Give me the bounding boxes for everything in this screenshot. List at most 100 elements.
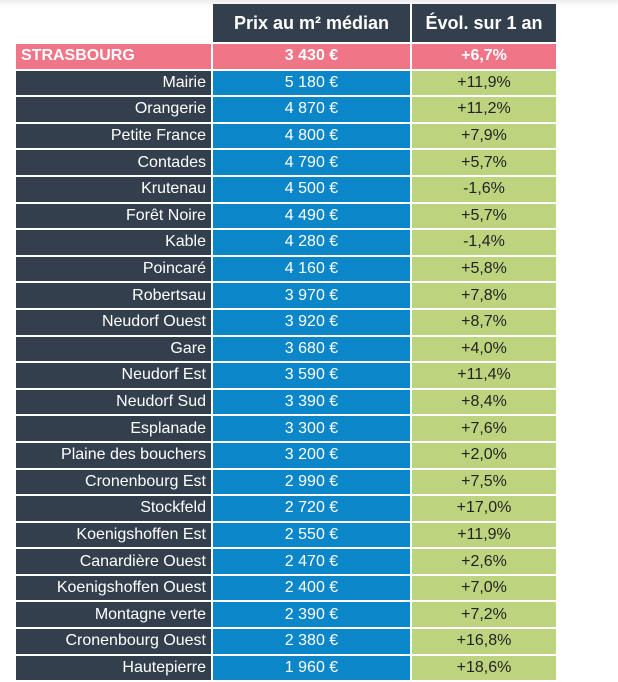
table-row: Cronenbourg Est 2 990 € +7,5% [16,469,556,495]
table-row: Hautepierre 1 960 € +18,6% [16,655,556,681]
header-row: Prix au m² médian Évol. sur 1 an [16,4,556,42]
district-price: 4 870 € [213,97,410,122]
district-evolution: +17,0% [412,496,556,521]
header-blank [16,4,211,42]
district-name: Esplanade [16,416,211,441]
district-price: 4 490 € [213,203,410,229]
district-price: 2 400 € [213,575,410,601]
district-name: Petite France [16,123,211,149]
district-price: 2 380 € [213,629,410,654]
district-evolution: +16,8% [412,629,556,654]
district-evolution: -1,6% [412,176,556,202]
table-row: Canardière Ouest 2 470 € +2,6% [16,549,556,574]
district-evolution: +11,9% [412,70,556,96]
district-evolution: +2,6% [412,549,556,574]
district-price: 2 550 € [213,522,410,548]
table-row: Mairie 5 180 € +11,9% [16,70,556,96]
district-price: 3 920 € [213,309,410,335]
district-name: Neudorf Sud [16,389,211,415]
district-evolution: -1,4% [412,230,556,255]
district-evolution: +11,4% [412,363,556,388]
district-evolution: +8,4% [412,389,556,415]
city-evolution: +6,7% [412,44,556,69]
district-evolution: +4,0% [412,336,556,362]
price-table: Prix au m² médian Évol. sur 1 an STRASBO… [14,2,558,682]
table-row: Cronenbourg Ouest 2 380 € +16,8% [16,629,556,654]
district-evolution: +18,6% [412,655,556,681]
district-evolution: +5,7% [412,150,556,175]
district-price: 2 720 € [213,496,410,521]
district-price: 2 470 € [213,549,410,574]
district-name: Koenigshoffen Est [16,522,211,548]
district-name: Neudorf Ouest [16,309,211,335]
city-row: STRASBOURG 3 430 € +6,7% [16,44,556,69]
district-evolution: +5,7% [412,203,556,229]
table-row: Robertsau 3 970 € +7,8% [16,283,556,308]
table-row: Neudorf Est 3 590 € +11,4% [16,363,556,388]
table-row: Plaine des bouchers 3 200 € +2,0% [16,442,556,468]
district-price: 3 590 € [213,363,410,388]
district-price: 5 180 € [213,70,410,96]
district-name: Montagne verte [16,602,211,628]
district-evolution: +7,6% [412,416,556,441]
district-name: Cronenbourg Ouest [16,629,211,654]
top-shade [0,0,618,6]
district-price: 2 990 € [213,469,410,495]
district-name: Poincaré [16,256,211,282]
district-price: 3 300 € [213,416,410,441]
district-name: Stockfeld [16,496,211,521]
district-price: 3 970 € [213,283,410,308]
table-row: Kable 4 280 € -1,4% [16,230,556,255]
district-price: 3 680 € [213,336,410,362]
district-name: Krutenau [16,176,211,202]
table-row: Montagne verte 2 390 € +7,2% [16,602,556,628]
district-name: Neudorf Est [16,363,211,388]
district-name: Gare [16,336,211,362]
district-name: Mairie [16,70,211,96]
district-name: Robertsau [16,283,211,308]
district-evolution: +7,8% [412,283,556,308]
table-row: Esplanade 3 300 € +7,6% [16,416,556,441]
district-price: 4 800 € [213,123,410,149]
district-name: Cronenbourg Est [16,469,211,495]
header-price: Prix au m² médian [213,4,410,42]
district-price: 4 160 € [213,256,410,282]
district-evolution: +8,7% [412,309,556,335]
table-row: Neudorf Ouest 3 920 € +8,7% [16,309,556,335]
table-row: Krutenau 4 500 € -1,6% [16,176,556,202]
table-row: Koenigshoffen Ouest 2 400 € +7,0% [16,575,556,601]
table-row: Koenigshoffen Est 2 550 € +11,9% [16,522,556,548]
district-name: Contades [16,150,211,175]
district-evolution: +7,9% [412,123,556,149]
district-name: Kable [16,230,211,255]
district-name: Plaine des bouchers [16,442,211,468]
city-price: 3 430 € [213,44,410,69]
district-name: Canardière Ouest [16,549,211,574]
city-name: STRASBOURG [16,44,211,69]
district-price: 4 500 € [213,176,410,202]
table-row: Poincaré 4 160 € +5,8% [16,256,556,282]
table-row: Contades 4 790 € +5,7% [16,150,556,175]
table-row: Gare 3 680 € +4,0% [16,336,556,362]
district-price: 3 390 € [213,389,410,415]
table-row: Neudorf Sud 3 390 € +8,4% [16,389,556,415]
district-evolution: +2,0% [412,442,556,468]
table-row: Orangerie 4 870 € +11,2% [16,97,556,122]
district-evolution: +7,0% [412,575,556,601]
district-name: Forêt Noire [16,203,211,229]
district-name: Orangerie [16,97,211,122]
district-price: 2 390 € [213,602,410,628]
district-price: 1 960 € [213,655,410,681]
district-evolution: +11,2% [412,97,556,122]
header-evolution: Évol. sur 1 an [412,4,556,42]
table-row: Petite France 4 800 € +7,9% [16,123,556,149]
district-price: 4 790 € [213,150,410,175]
district-evolution: +5,8% [412,256,556,282]
district-price: 3 200 € [213,442,410,468]
district-evolution: +11,9% [412,522,556,548]
district-price: 4 280 € [213,230,410,255]
table-row: Stockfeld 2 720 € +17,0% [16,496,556,521]
district-evolution: +7,5% [412,469,556,495]
district-name: Hautepierre [16,655,211,681]
district-name: Koenigshoffen Ouest [16,575,211,601]
